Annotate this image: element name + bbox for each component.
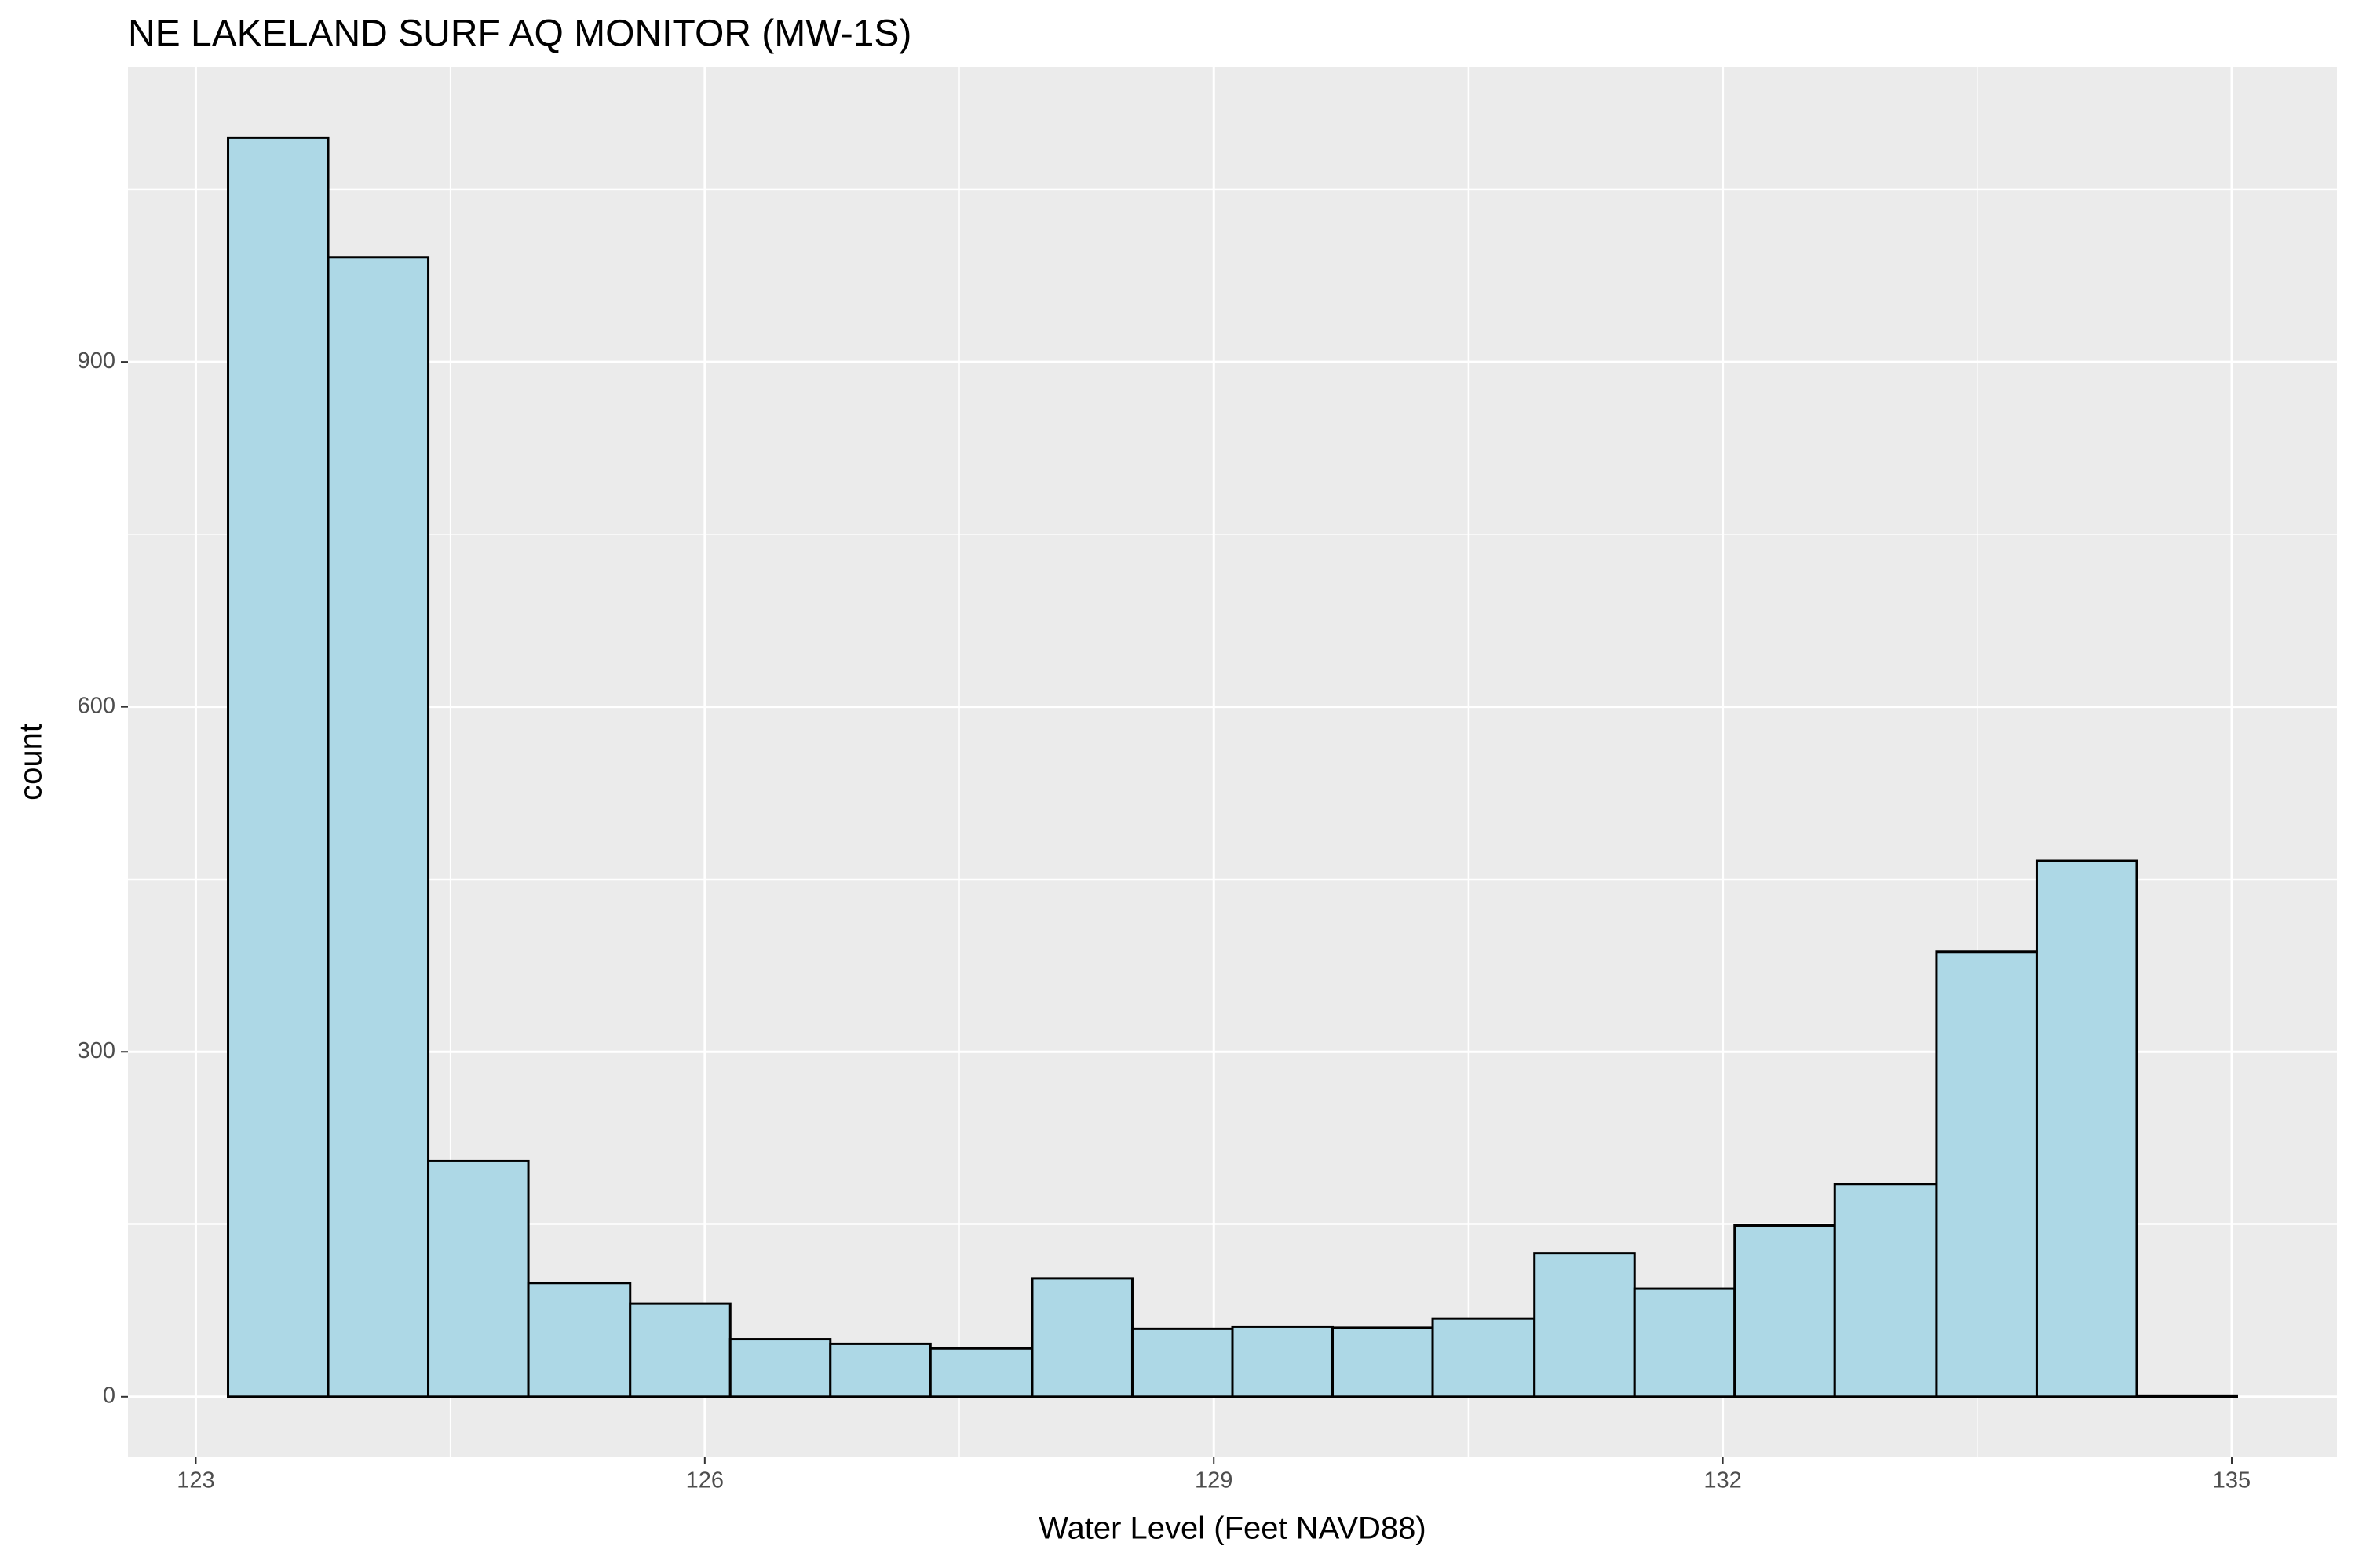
- x-tick-label: 135: [2213, 1468, 2251, 1493]
- bar: [2135, 1394, 2238, 1398]
- bar: [728, 1338, 832, 1398]
- bar: [829, 1342, 932, 1398]
- bar: [427, 1159, 530, 1398]
- chart-title: NE LAKELAND SURF AQ MONITOR (MW-1S): [128, 13, 911, 55]
- bar: [1231, 1325, 1334, 1398]
- x-tick-label: 126: [686, 1468, 724, 1493]
- y-tick-label: 0: [103, 1383, 115, 1408]
- y-tick-label: 300: [78, 1038, 115, 1063]
- x-tick-label: 123: [177, 1468, 214, 1493]
- x-tick-label: 132: [1703, 1468, 1741, 1493]
- bar: [1431, 1317, 1536, 1398]
- bar: [227, 136, 330, 1398]
- bar: [2035, 859, 2138, 1398]
- x-axis-title: Water Level (Feet NAVD88): [1039, 1511, 1426, 1546]
- bar: [629, 1302, 732, 1398]
- bar: [1331, 1326, 1434, 1398]
- bar: [527, 1282, 632, 1398]
- y-tick-label: 900: [78, 348, 115, 374]
- bar: [1533, 1252, 1636, 1398]
- y-axis-title: count: [14, 724, 49, 800]
- bar: [1733, 1223, 1836, 1398]
- bar: [1833, 1183, 1938, 1398]
- bar: [1935, 950, 2038, 1398]
- bar: [1130, 1327, 1234, 1398]
- bar: [1031, 1277, 1134, 1398]
- y-tick-label: 600: [78, 693, 115, 718]
- x-tick-label: 129: [1195, 1468, 1232, 1493]
- bar: [327, 256, 430, 1398]
- bar: [1633, 1287, 1736, 1398]
- bar: [929, 1347, 1034, 1398]
